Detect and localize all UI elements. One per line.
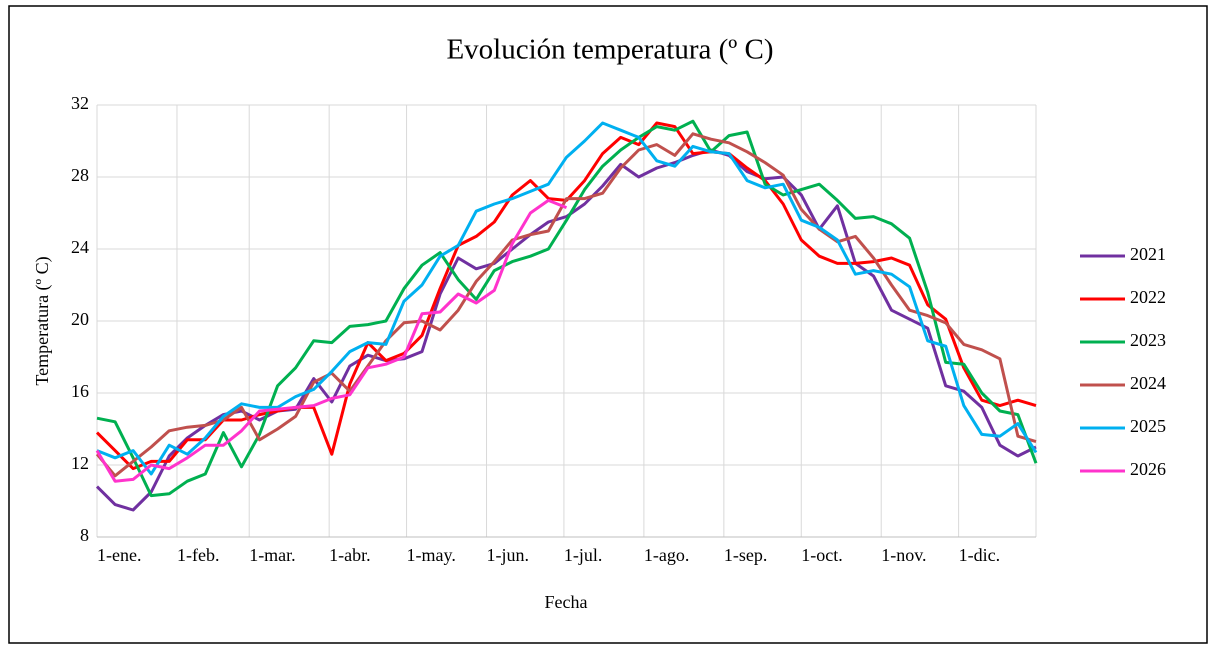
series-line [96,121,1038,476]
series-line [95,198,568,483]
y-tick-label: 20 [71,309,89,329]
x-tick-label: 1-jun. [487,545,530,565]
legend-label: 2024 [1130,373,1166,393]
y-axis-label: Temperatura (º C) [32,256,53,385]
y-tick-label: 32 [71,93,89,113]
series-line [95,132,1037,478]
chart-title: Evolución temperatura (º C) [446,34,773,66]
x-tick-label: 1-dic. [959,545,1000,565]
x-tick-label: 1-oct. [801,545,842,565]
y-tick-label: 12 [71,453,89,473]
legend-label: 2025 [1130,416,1166,436]
legend-label: 2022 [1130,287,1166,307]
y-tick-label: 16 [71,381,89,401]
legend-label: 2021 [1130,244,1166,264]
x-axis-label: Fecha [545,592,588,612]
legend-label: 2026 [1130,459,1166,479]
x-tick-label: 1-jul. [564,545,603,565]
x-tick-label: 1-abr. [329,545,370,565]
x-tick-label: 1-sep. [724,545,768,565]
y-tick-label: 28 [71,165,89,185]
x-tick-label: 1-mar. [249,545,296,565]
x-tick-label: 1-may. [407,545,456,565]
legend-label: 2023 [1130,330,1166,350]
x-tick-label: 1-ago. [644,545,689,565]
x-tick-label: 1-ene. [97,545,141,565]
x-tick-label: 1-nov. [881,545,926,565]
y-tick-label: 8 [80,525,89,545]
series-line [96,119,1038,498]
x-tick-label: 1-feb. [177,545,219,565]
y-tick-label: 24 [71,237,89,257]
